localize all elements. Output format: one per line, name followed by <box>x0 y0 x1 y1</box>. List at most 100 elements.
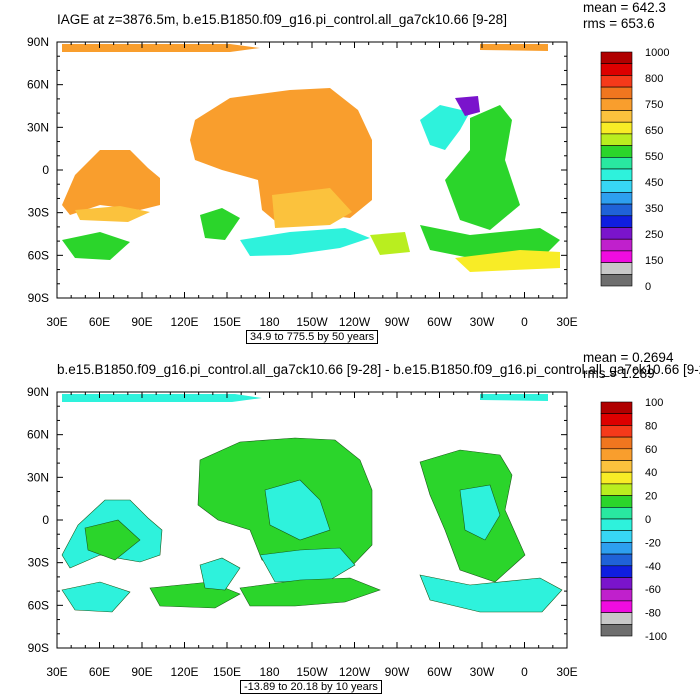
colorbar-swatch <box>600 121 633 135</box>
y-tick-label: 60S <box>28 248 49 262</box>
colorbar-swatch <box>600 542 633 555</box>
contour-range-label: 34.9 to 775.5 by 50 years <box>246 330 379 344</box>
colorbar-swatch <box>600 507 633 520</box>
atlantic-north-field <box>420 105 470 150</box>
x-tick-label: 30W <box>470 315 495 329</box>
x-tick-label: 90W <box>385 665 410 679</box>
difference-map: 30E 60E 90E 120E 150E 180 150W 120W 90W 60W 30W 0 30… <box>27 385 667 679</box>
labrador-field <box>455 96 480 116</box>
colorbar-label: 0 <box>645 514 651 526</box>
colorbar-swatch <box>600 110 633 123</box>
age-field <box>62 44 560 272</box>
southern-pacific-field <box>240 228 370 256</box>
colorbar-label: 0 <box>645 281 651 293</box>
y-tick-labels: 90N 60N 30N 0 30S 60S 90S <box>27 35 49 305</box>
atlantic-south-field <box>419 574 563 613</box>
colorbar-labels: 100 80 60 40 20 0 -20 -40 -60 -80 -100 <box>645 397 667 643</box>
indian-yellow-field <box>75 206 150 222</box>
colorbar-swatch <box>600 588 633 602</box>
y-tick-label: 90N <box>27 385 49 399</box>
colorbar-swatch <box>600 273 633 287</box>
colorbar-swatch <box>600 157 633 170</box>
colorbar-label: 250 <box>645 229 663 241</box>
pacific-south-field <box>259 547 356 583</box>
colorbar-label: -40 <box>645 561 661 573</box>
x-tick-label: 60W <box>427 665 452 679</box>
southern-green-field <box>370 232 410 255</box>
colorbar-swatch <box>600 495 633 508</box>
x-tick-label: 30E <box>46 315 67 329</box>
colorbar-swatch <box>600 133 633 146</box>
x-tick-label: 60E <box>89 315 110 329</box>
southern-ocean-field <box>61 581 131 613</box>
arctic-strip-field-east <box>480 394 548 401</box>
x-tick-label: 90E <box>131 315 152 329</box>
x-tick-label: 120W <box>339 315 371 329</box>
y-tick-label: 60N <box>27 428 49 442</box>
colorbar-label: -60 <box>645 584 661 596</box>
x-tick-label: 150W <box>296 315 328 329</box>
y-tick-label: 0 <box>42 513 49 527</box>
x-tick-labels: 30E 60E 90E 120E 150E 180 150W 120W 90W 60W 30W 0 30… <box>46 665 577 679</box>
contour-range-label: -13.89 to 20.18 by 10 years <box>240 680 382 694</box>
x-tick-label: 30E <box>46 665 67 679</box>
x-tick-label: 120E <box>170 665 198 679</box>
y-tick-label: 60S <box>28 598 49 612</box>
colorbar-swatch <box>600 612 633 625</box>
x-tick-label: 0 <box>521 665 528 679</box>
colorbar-swatch <box>600 577 633 590</box>
southern-ring-field <box>239 577 381 607</box>
indian-green-field <box>84 519 141 561</box>
colorbar-swatch <box>600 600 633 613</box>
colorbar-label: -80 <box>645 608 661 620</box>
colorbar-label: 1000 <box>645 47 669 59</box>
y-tick-label: 30S <box>28 556 49 570</box>
colorbar-swatch <box>600 180 633 193</box>
weddell-field <box>455 250 560 272</box>
colorbar-label: 350 <box>645 203 663 215</box>
colorbar-swatch <box>600 623 633 637</box>
x-tick-label: 30E <box>556 665 577 679</box>
x-tick-label: 120E <box>170 315 198 329</box>
x-tick-label: 150W <box>296 665 328 679</box>
x-tick-label: 180 <box>259 315 279 329</box>
pacific-yellow-field <box>272 188 352 228</box>
y-tick-label: 30S <box>28 206 49 220</box>
y-tick-label: 0 <box>42 163 49 177</box>
colorbar-label: 650 <box>645 125 663 137</box>
colorbar-label: 550 <box>645 151 663 163</box>
colorbar-label: -20 <box>645 537 661 549</box>
atlantic-field <box>445 105 520 230</box>
tick-marks <box>56 41 568 299</box>
colorbar-label: 800 <box>645 73 663 85</box>
mean-value: mean = 642.3 <box>583 0 666 15</box>
x-tick-labels: 30E 60E 90E 120E 150E 180 150W 120W 90W 60W 30W 0 30… <box>46 315 577 329</box>
tasman-field <box>199 557 241 591</box>
x-tick-label: 90E <box>131 665 152 679</box>
colorbar-label: 60 <box>645 444 657 456</box>
colorbar-swatch <box>600 565 633 578</box>
y-tick-label: 60N <box>27 78 49 92</box>
tick-marks <box>56 391 568 649</box>
colorbar-swatch <box>600 98 633 111</box>
colorbar-swatch <box>600 401 633 414</box>
colorbar-label: 100 <box>645 397 663 409</box>
y-tick-labels: 90N 60N 30N 0 30S 60S 90S <box>27 385 49 655</box>
colorbar-label: 450 <box>645 177 663 189</box>
x-tick-label: 30W <box>470 665 495 679</box>
x-tick-label: 150E <box>213 315 241 329</box>
arctic-ocean-field <box>62 44 260 52</box>
colorbar-label: 80 <box>645 420 657 432</box>
colorbar-labels: 1000 800 750 650 550 450 350 250 150 0 <box>645 47 669 293</box>
tasman-field <box>200 208 240 240</box>
colorbar-swatch <box>600 215 633 228</box>
colorbar-label: -100 <box>645 631 667 643</box>
colorbar-swatch <box>600 262 633 275</box>
map-title: IAGE at z=3876.5m, b.e15.B1850.f09_g16.p… <box>57 12 507 27</box>
y-tick-label: 90S <box>28 291 49 305</box>
colorbar-swatch <box>600 86 633 100</box>
atlantic-cyan-field <box>459 484 501 541</box>
difference-map-panel: b.e15.B1850.f09_g16.pi_control.all_ga7ck… <box>0 350 700 700</box>
colorbar-swatch <box>600 448 633 461</box>
colorbar-swatch <box>600 192 633 205</box>
